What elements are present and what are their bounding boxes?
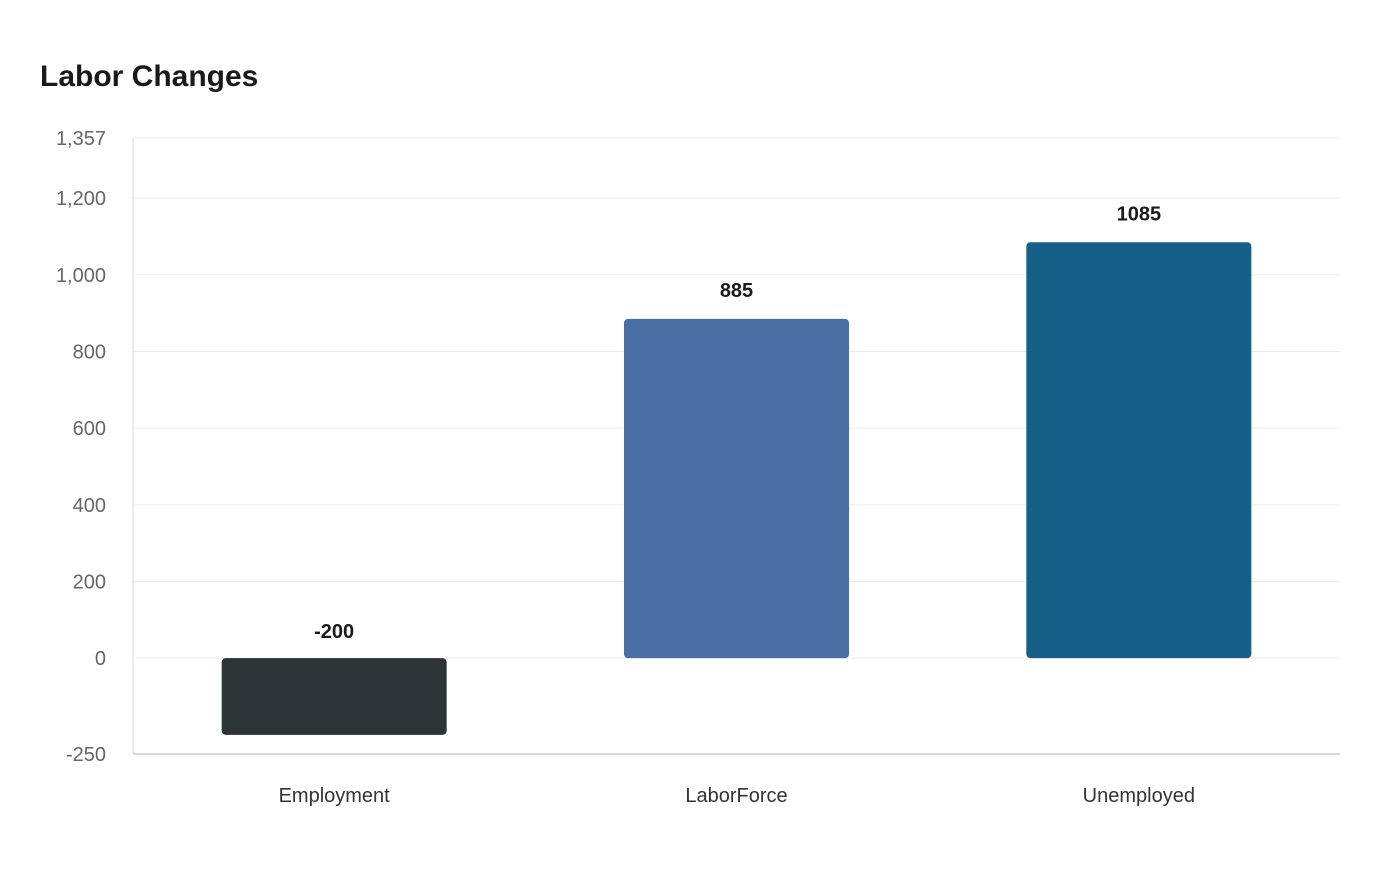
x-tick-label: Unemployed [1083, 785, 1195, 807]
data-label: 885 [720, 280, 753, 302]
data-label: -200 [314, 621, 354, 643]
y-tick-label: 600 [73, 418, 106, 440]
bar-laborforce [624, 318, 849, 659]
y-tick-label: 1,200 [56, 188, 106, 210]
y-tick-label: 200 [73, 572, 106, 594]
y-tick-label: -250 [66, 744, 106, 766]
bar-employment [221, 658, 447, 735]
y-tick-label: 400 [73, 495, 106, 517]
data-label: 1085 [1117, 203, 1162, 225]
y-tick-label: 1,357 [56, 128, 106, 150]
x-tick-label: Employment [279, 785, 391, 807]
y-tick-label: 1,000 [56, 265, 106, 287]
x-tick-label: LaborForce [685, 785, 787, 807]
chart-title: Labor Changes [40, 60, 259, 93]
y-tick-label: 800 [73, 342, 106, 364]
y-tick-label: 0 [95, 648, 106, 670]
bar-unemployed [1026, 242, 1252, 659]
